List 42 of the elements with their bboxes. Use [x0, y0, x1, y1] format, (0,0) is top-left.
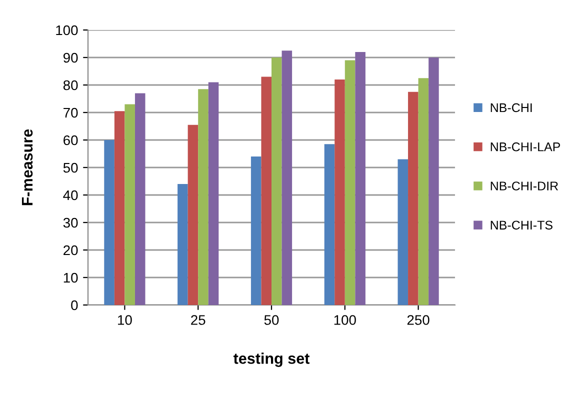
bar — [250, 156, 262, 305]
bar — [355, 52, 366, 305]
y-tick-label: 0 — [71, 300, 78, 310]
bar — [114, 111, 125, 305]
x-tick-label: 50 — [264, 315, 279, 325]
x-axis-title: testing set — [233, 352, 310, 367]
x-tick-label: 100 — [334, 315, 356, 325]
bar — [208, 82, 219, 305]
bar — [124, 104, 135, 305]
y-tick-label: 20 — [64, 245, 78, 256]
legend-label: NB-CHI — [490, 103, 532, 112]
bar — [104, 140, 114, 305]
bar — [261, 76, 272, 305]
bar — [408, 92, 418, 305]
bar — [282, 50, 292, 305]
bar — [334, 80, 345, 305]
y-tick-label: 80 — [63, 80, 78, 90]
y-tick-label: 40 — [63, 190, 78, 200]
x-tick-label: 250 — [407, 315, 430, 325]
y-tick-label: 30 — [63, 218, 78, 228]
bar — [188, 124, 198, 305]
y-tick-label: 10 — [64, 272, 78, 283]
y-tick-label: 60 — [64, 135, 78, 146]
bar — [344, 60, 356, 305]
y-tick-label: 100 — [56, 25, 78, 36]
y-tick-label: 70 — [64, 108, 78, 118]
y-tick-label: 90 — [63, 52, 78, 63]
x-tick-label: 25 — [191, 315, 206, 325]
legend-label: NB-CHI-TS — [490, 220, 552, 230]
bar — [324, 144, 335, 305]
legend-label: NB-CHI-LAP — [490, 142, 560, 152]
y-axis-title: F-measure — [22, 129, 33, 206]
x-tick-label: 10 — [118, 315, 132, 325]
bar — [428, 58, 439, 305]
bar — [398, 159, 408, 305]
bar — [198, 89, 208, 305]
legend-label: NB-CHI-DIR — [490, 182, 558, 190]
y-tick-label: 50 — [63, 162, 78, 173]
bar — [178, 184, 188, 305]
bar — [134, 93, 146, 305]
bar — [418, 78, 429, 305]
bar — [272, 58, 282, 305]
